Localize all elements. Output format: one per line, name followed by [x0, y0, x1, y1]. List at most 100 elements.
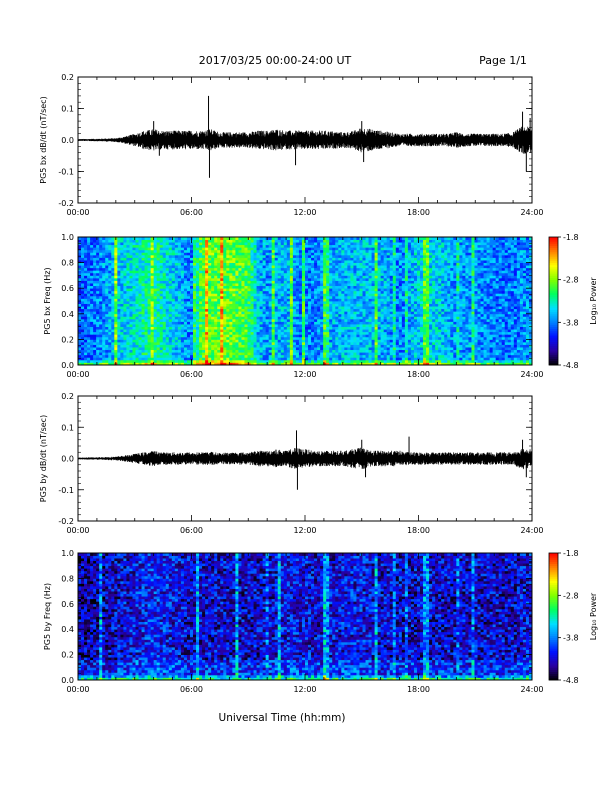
spectrogram-cell: [159, 331, 164, 335]
spectrogram-cell: [335, 280, 339, 284]
spectrogram-cell: [356, 324, 360, 327]
spectrogram-cell: [244, 347, 248, 351]
spectrogram-cell: [202, 308, 206, 312]
spectrogram-cell: [180, 239, 185, 243]
spectrogram-cell: [298, 242, 303, 246]
spectrogram-cell: [259, 359, 264, 363]
spectrogram-cell: [132, 277, 136, 281]
spectrogram-cell: [341, 344, 345, 348]
spectrogram-cell: [262, 267, 267, 271]
spectrogram-cell: [247, 272, 251, 276]
spectrogram-cell: [250, 357, 254, 361]
spectrogram-cell: [274, 252, 279, 256]
spectrogram-cell: [314, 283, 318, 287]
spectrogram-cell: [329, 283, 333, 287]
spectrogram-cell: [111, 336, 115, 340]
spectrogram-cell: [102, 262, 106, 266]
spectrogram-cell: [265, 293, 270, 297]
spectrogram-cell: [96, 265, 100, 269]
spectrogram-cell: [274, 344, 279, 348]
spectrogram-cell: [132, 272, 136, 276]
spectrogram-cell: [359, 329, 363, 333]
spectrogram-cell: [156, 316, 161, 320]
spectrogram-cell: [295, 318, 300, 322]
spectrogram-cell: [280, 277, 285, 281]
spectrogram-cell: [256, 324, 260, 327]
spectrogram-cell: [150, 339, 155, 343]
spectrogram-cell: [120, 303, 124, 307]
spectrogram-cell: [335, 347, 339, 351]
spectrogram-cell: [183, 275, 188, 279]
spectrogram-cell: [344, 249, 348, 253]
spectrogram-cell: [295, 288, 300, 292]
spectrogram-cell: [329, 295, 333, 299]
spectrogram-cell: [341, 285, 345, 289]
spectrogram-cell: [259, 329, 264, 333]
spectrogram-cell: [235, 303, 239, 307]
spectrogram-cell: [320, 265, 324, 269]
spectrogram-cell: [123, 339, 127, 343]
spectrogram-cell: [174, 311, 179, 315]
spectrogram-cell: [174, 257, 179, 261]
spectrogram-cell: [283, 308, 288, 312]
spectrogram-cell: [305, 283, 309, 287]
spectrogram-cell: [150, 252, 155, 256]
spectrogram-cell: [159, 283, 164, 287]
spectrogram-cell: [235, 329, 239, 333]
spectrogram-cell: [350, 260, 354, 263]
spectrogram-cell: [141, 293, 145, 297]
spectrogram-cell: [277, 344, 282, 348]
spectrogram-cell: [189, 293, 194, 297]
spectrogram-cell: [199, 318, 203, 322]
spectrogram-cell: [235, 352, 239, 356]
spectrogram-cell: [147, 316, 152, 320]
spectrogram-cell: [217, 318, 221, 322]
spectrogram-cell: [329, 272, 333, 276]
spectrogram-cell: [117, 357, 121, 361]
spectrogram-cell: [196, 275, 200, 279]
spectrogram-cell: [105, 329, 109, 333]
spectrogram-cell: [193, 267, 197, 271]
spectrogram-cell: [277, 280, 282, 284]
spectrogram-cell: [108, 265, 112, 269]
spectrogram-cell: [362, 277, 366, 281]
spectrogram-cell: [196, 359, 200, 363]
spectrogram-cell: [280, 321, 285, 325]
spectrogram-cell: [314, 262, 318, 266]
spectrogram-cell: [365, 254, 369, 258]
spectrogram-cell: [253, 249, 257, 253]
spectrogram-cell: [120, 352, 124, 356]
spectrogram-cell: [280, 326, 285, 330]
spectrogram-cell: [211, 352, 215, 356]
spectrogram-cell: [153, 324, 158, 327]
spectrogram-cell: [305, 308, 309, 312]
spectrogram-cell: [135, 293, 139, 297]
spectrogram-cell: [171, 311, 176, 315]
spectrogram-cell: [199, 311, 203, 315]
spectrogram-cell: [159, 262, 164, 266]
spectrogram-cell: [353, 288, 357, 292]
spectrogram-cell: [247, 306, 251, 310]
spectrogram-cell: [371, 331, 376, 335]
spectrogram-cell: [280, 347, 285, 351]
spectrogram-cell: [123, 257, 127, 261]
spectrogram-cell: [111, 254, 115, 258]
spectrogram-cell: [202, 318, 206, 322]
spectrogram-cell: [338, 247, 342, 251]
spectrogram-cell: [232, 290, 236, 294]
spectrogram-cell: [199, 301, 203, 304]
spectrogram-cell: [277, 298, 282, 302]
spectrogram-cell: [183, 331, 188, 335]
spectrogram-cell: [323, 290, 327, 294]
spectrogram-cell: [87, 349, 91, 353]
spectrogram-cell: [141, 285, 145, 289]
spectrogram-cell: [168, 265, 173, 269]
spectrogram-cell: [250, 267, 254, 271]
spectrogram-cell: [141, 280, 145, 284]
spectrogram-cell: [329, 290, 333, 294]
spectrogram-cell: [144, 362, 149, 366]
spectrogram-cell: [253, 257, 257, 261]
spectrogram-cell: [341, 347, 345, 351]
spectrogram-cell: [268, 303, 273, 307]
spectrogram-cell: [156, 331, 161, 335]
